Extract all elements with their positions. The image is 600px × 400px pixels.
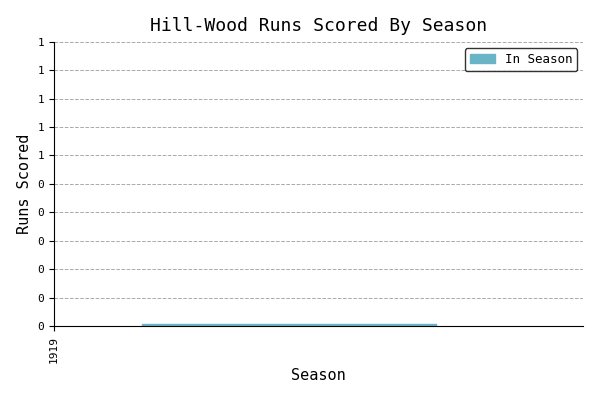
X-axis label: Season: Season [291, 368, 346, 383]
Y-axis label: Runs Scored: Runs Scored [17, 134, 32, 234]
Title: Hill-Wood Runs Scored By Season: Hill-Wood Runs Scored By Season [150, 17, 487, 35]
Legend: In Season: In Season [464, 48, 577, 71]
